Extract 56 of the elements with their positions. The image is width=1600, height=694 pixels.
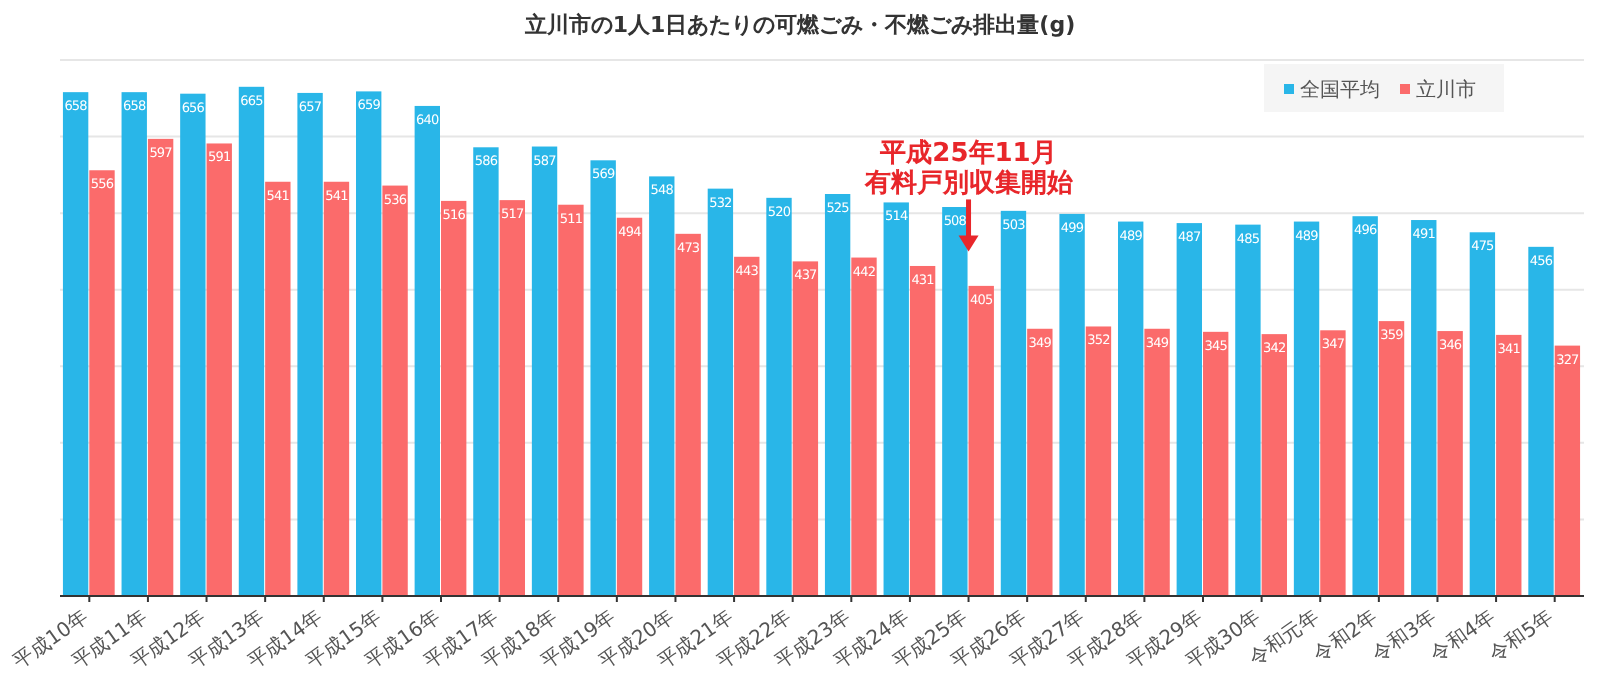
bar: [265, 181, 291, 596]
bar: [473, 147, 499, 596]
bar: [1118, 221, 1144, 596]
bar: [1261, 334, 1287, 596]
bar: [1411, 220, 1437, 596]
legend-label: 立川市: [1416, 78, 1476, 102]
bar: [238, 86, 265, 596]
bar: [675, 233, 701, 596]
bar: [147, 138, 174, 596]
bar: [382, 185, 408, 596]
bar: [1235, 224, 1261, 596]
bar: [792, 261, 819, 596]
bar: [616, 217, 643, 596]
bar: [968, 285, 994, 596]
bar: [356, 91, 382, 596]
bar: [1469, 232, 1496, 596]
bar: [180, 93, 206, 596]
bar: [1085, 326, 1112, 596]
bar: [1378, 321, 1405, 596]
bar: [1554, 345, 1581, 596]
bar: [1059, 213, 1085, 596]
bar: [851, 257, 877, 596]
bar: [1027, 328, 1053, 596]
bar: [1293, 221, 1320, 596]
bar: [206, 143, 232, 596]
bar: [297, 92, 323, 596]
bar: [121, 92, 147, 596]
bar: [62, 92, 89, 596]
bar: [1000, 210, 1027, 596]
bar: [531, 146, 558, 596]
bar: [1144, 328, 1170, 596]
bar: [323, 181, 350, 596]
legend-label: 全国平均: [1300, 78, 1380, 102]
bar: [649, 176, 675, 596]
bar: [942, 207, 968, 596]
bar: [707, 188, 734, 596]
chart-title: 立川市の1人1日あたりの可燃ごみ・不燃ごみ排出量(g): [522, 12, 1076, 38]
bar: [1203, 331, 1229, 596]
bar: [499, 200, 525, 596]
annotation: 平成25年11月有料戸別収集開始: [862, 139, 1075, 200]
bar: [441, 200, 467, 596]
bar: [590, 160, 616, 596]
bar: [1176, 223, 1202, 596]
bar: [89, 170, 115, 596]
bar: [558, 204, 584, 596]
bar: [824, 194, 851, 596]
bar: [1352, 216, 1378, 596]
bar: [414, 105, 440, 596]
bar: [909, 265, 936, 596]
bar: [734, 256, 760, 596]
bar: [883, 202, 909, 596]
bar: [766, 197, 792, 596]
bar: [1496, 334, 1522, 596]
bar: [1437, 331, 1463, 596]
bar: [1528, 246, 1554, 596]
bar: [1320, 330, 1346, 596]
